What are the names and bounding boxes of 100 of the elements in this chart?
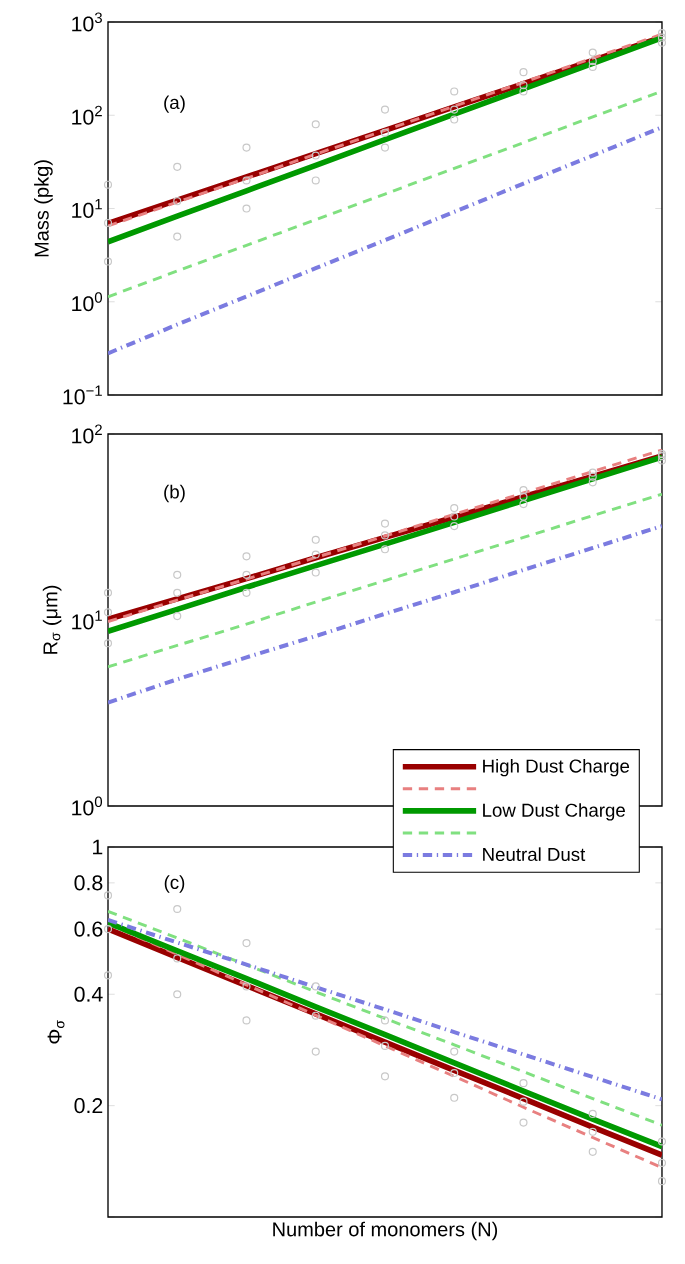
point xyxy=(103,588,113,597)
y-tick-label: 0.2 xyxy=(74,1098,103,1114)
point xyxy=(103,925,113,934)
point xyxy=(311,550,320,559)
y-axis-title: Φ$_{σ}$ xyxy=(47,1020,65,1044)
point xyxy=(380,128,390,137)
line-series xyxy=(108,524,662,705)
point xyxy=(103,891,113,900)
point xyxy=(173,162,182,171)
point xyxy=(380,1072,390,1081)
annotation: (c) xyxy=(164,875,185,893)
point xyxy=(311,1011,320,1020)
point xyxy=(173,588,182,597)
point xyxy=(519,81,528,90)
point xyxy=(519,1079,528,1088)
point xyxy=(588,57,597,66)
point xyxy=(242,143,251,152)
y-tick-label: 0.4 xyxy=(74,986,103,1002)
legend-label: High Dust Charge xyxy=(483,758,630,777)
point xyxy=(311,535,320,544)
point xyxy=(103,218,113,228)
annotation: (a) xyxy=(164,95,185,113)
point xyxy=(657,33,667,42)
point xyxy=(311,568,320,577)
line-series xyxy=(108,918,662,1102)
point xyxy=(173,570,182,579)
y-tick-label: 10$^{1}$ xyxy=(72,610,102,630)
point xyxy=(519,1118,528,1127)
y-axis-title: R$_{σ}$ (μm) xyxy=(42,585,62,654)
point xyxy=(380,1041,390,1050)
point xyxy=(173,197,182,206)
y-tick-label: 10$^{2}$ xyxy=(72,105,102,125)
y-axis-title: Mass (pkg) xyxy=(34,160,53,257)
point xyxy=(103,608,113,617)
point xyxy=(380,143,390,152)
point xyxy=(450,115,459,124)
point xyxy=(380,519,390,528)
point xyxy=(588,1109,597,1118)
point xyxy=(657,1137,667,1146)
point xyxy=(380,105,390,114)
x-axis-title: Number of monomers (N) xyxy=(273,1221,498,1241)
point xyxy=(380,545,390,554)
point xyxy=(311,120,320,129)
point xyxy=(173,904,182,914)
point xyxy=(103,971,113,980)
point xyxy=(450,1093,459,1102)
point xyxy=(450,1047,459,1056)
y-tick-label: 1 xyxy=(93,839,103,855)
point xyxy=(242,204,251,213)
point xyxy=(519,500,528,509)
point xyxy=(588,62,597,71)
point xyxy=(519,485,528,495)
point xyxy=(588,478,597,487)
point xyxy=(380,531,390,540)
point xyxy=(173,954,182,963)
point xyxy=(242,176,251,185)
legend-label: Low Dust Charge xyxy=(483,803,625,821)
point xyxy=(311,176,320,185)
y-tick-label: 10$^{3}$ xyxy=(72,12,102,32)
point xyxy=(450,105,459,114)
y-tick-label: 10$^{2}$ xyxy=(72,424,102,444)
point xyxy=(450,521,459,531)
point xyxy=(103,257,113,266)
point xyxy=(588,472,597,481)
y-tick-label: 10$^{0}$ xyxy=(72,796,103,816)
point xyxy=(588,1127,597,1136)
point xyxy=(450,512,459,521)
point xyxy=(657,38,667,47)
y-tick-label: 10$^{0}$ xyxy=(72,292,103,312)
annotation: (b) xyxy=(164,484,185,503)
point xyxy=(173,232,182,241)
point xyxy=(450,87,459,96)
y-tick-label: 0.8 xyxy=(74,875,103,891)
point xyxy=(103,639,113,648)
point xyxy=(173,612,182,621)
point xyxy=(311,982,320,991)
point xyxy=(519,87,528,96)
point xyxy=(588,468,597,477)
legend-label: Neutral Dust xyxy=(483,847,586,862)
point xyxy=(173,990,182,999)
point xyxy=(519,1097,528,1106)
point xyxy=(657,1177,667,1186)
y-tick-label: 10$^{−1}$ xyxy=(63,385,102,405)
point xyxy=(380,1016,390,1025)
point xyxy=(242,982,251,991)
point xyxy=(242,588,251,597)
point xyxy=(311,151,320,160)
point xyxy=(450,1068,459,1078)
point xyxy=(519,492,528,501)
y-tick-label: 0.6 xyxy=(74,921,103,937)
line-series xyxy=(108,125,662,356)
point xyxy=(242,1016,251,1025)
y-tick-label: 10$^{1}$ xyxy=(72,199,102,218)
point xyxy=(242,552,251,561)
point xyxy=(242,939,251,948)
point xyxy=(311,1047,320,1056)
point xyxy=(657,456,667,465)
point xyxy=(588,48,597,57)
point xyxy=(588,1147,597,1156)
point xyxy=(242,570,251,579)
